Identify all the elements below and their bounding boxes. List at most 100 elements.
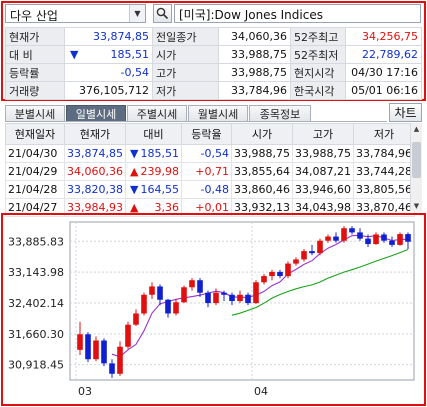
value-local-time: 04/30 17:16 <box>345 63 422 82</box>
tab-minute[interactable]: 분별시세 <box>5 105 65 122</box>
cell-low: 33,805,56 <box>352 180 415 199</box>
candle-up <box>237 294 243 301</box>
candle-up <box>373 234 379 245</box>
down-triangle-icon: ▼ <box>70 48 79 61</box>
chart-svg: 33,885.83 33,143.98 32,402.14 31,660.30 30,9… <box>8 221 415 398</box>
candlestick-chart[interactable]: 33,885.83 33,143.98 32,402.14 31,660.30 30,9… <box>4 216 423 403</box>
cell-date: 21/04/30 <box>5 144 65 163</box>
cell-date: 21/04/29 <box>5 162 65 181</box>
scroll-down-arrow-icon[interactable]: ▼ <box>413 201 420 210</box>
col-header-rate[interactable]: 등락율 <box>180 123 232 145</box>
value-korea-time: 05/01 06:16 <box>345 81 422 100</box>
candle-down <box>357 232 363 239</box>
search-button[interactable] <box>153 4 172 23</box>
candle-up <box>173 302 179 314</box>
table-scrollbar[interactable]: ▲ ▼ <box>410 123 422 211</box>
candle-up <box>341 228 347 241</box>
value-52w-high: 34,256,75 <box>345 27 422 46</box>
candle-up <box>125 324 131 347</box>
down-triangle-icon: ▼ <box>129 183 139 196</box>
candle-up <box>261 276 267 283</box>
candle-down <box>405 234 411 242</box>
candle-down <box>389 240 395 245</box>
label-korea-time: 한국시각 <box>290 81 346 100</box>
candle-down <box>85 334 91 360</box>
candle-up <box>77 334 83 350</box>
symbol-search-field[interactable]: 다우 산업 ▼ <box>5 4 146 23</box>
label-low: 저가 <box>152 81 219 100</box>
col-header-high[interactable]: 고가 <box>291 123 354 145</box>
table-row[interactable]: 21/04/30 33,874,85 ▼ 185,51 -0,54 33,988,… <box>5 144 415 163</box>
col-header-low[interactable]: 저가 <box>352 123 415 145</box>
cell-date: 21/04/27 <box>5 198 65 217</box>
table-row[interactable]: 21/04/28 33,820,38 ▼ 164,55 -0,48 33,860,… <box>5 180 415 199</box>
col-header-open[interactable]: 시가 <box>230 123 293 145</box>
chart-button[interactable]: 차트 <box>389 103 422 122</box>
label-change: 대 비 <box>5 45 65 64</box>
info-row-volume: 거래량 376,105,712 저가 33,784,96 한국시각 05/01 … <box>5 81 422 100</box>
col-header-date[interactable]: 현재일자 <box>5 123 65 145</box>
candle-up <box>325 236 331 241</box>
candle-down <box>221 292 227 295</box>
candle-up <box>117 346 123 374</box>
symbol-search-value: 다우 산업 <box>10 9 58 23</box>
value-low: 33,784,96 <box>218 81 291 100</box>
cell-high: 33,988,75 <box>291 144 354 163</box>
value-change: ▼ 185,51 <box>64 45 153 64</box>
candle-up <box>301 251 307 260</box>
tab-daily[interactable]: 일별시세 <box>66 105 126 122</box>
up-triangle-icon: ▲ <box>129 165 139 178</box>
search-icon <box>156 7 169 20</box>
value-open: 33,988,75 <box>218 45 291 64</box>
candle-up <box>189 280 195 288</box>
cell-rate: -0,54 <box>180 144 232 163</box>
col-header-price[interactable]: 현재가 <box>64 123 126 145</box>
x-tick-label: 03 <box>78 385 92 398</box>
moving-average-long-line <box>231 248 409 316</box>
candle-down <box>229 294 235 301</box>
tab-weekly[interactable]: 주별시세 <box>127 105 187 122</box>
scroll-up-arrow-icon[interactable]: ▲ <box>413 124 420 133</box>
candle-down <box>309 251 315 254</box>
table-header-row: 현재일자 현재가 대비 등락율 시가 고가 저가 <box>5 123 415 145</box>
down-triangle-icon: ▼ <box>129 147 139 160</box>
cell-low: 33,784,96 <box>352 144 415 163</box>
info-row-current: 현재가 33,874,85 전일종가 34,060,36 52주최고 34,25… <box>5 27 422 46</box>
cell-rate: +0,71 <box>180 162 232 181</box>
y-tick-label: 32,402.14 <box>8 297 64 310</box>
cell-change: ▼ 164,55 <box>124 180 182 199</box>
header-panel-highlight <box>1 1 426 101</box>
table-row[interactable]: 21/04/27 33,984,93 ▲ 3,36 +0,01 33,932,13… <box>5 198 415 217</box>
cell-high: 33,946,60 <box>291 180 354 199</box>
cell-price: 33,874,85 <box>64 144 126 163</box>
candle-up <box>317 240 323 254</box>
chevron-down-icon[interactable]: ▼ <box>129 5 145 22</box>
cell-open: 33,932,13 <box>230 198 293 217</box>
cell-date: 21/04/28 <box>5 180 65 199</box>
candle-up <box>397 234 403 245</box>
label-current-price: 현재가 <box>5 27 65 46</box>
col-header-change[interactable]: 대비 <box>124 123 182 145</box>
candle-down <box>101 340 107 364</box>
candle-down <box>333 236 339 241</box>
tab-monthly[interactable]: 월별시세 <box>188 105 248 122</box>
y-tick-label: 31,660.30 <box>8 328 64 341</box>
cell-open: 33,855,64 <box>230 162 293 181</box>
up-triangle-icon: ▲ <box>129 201 139 214</box>
chart-panel-highlight <box>1 213 426 406</box>
tab-stock-info[interactable]: 종목정보 <box>249 105 311 122</box>
candle-up <box>141 294 147 314</box>
candle-up <box>285 263 291 277</box>
candle-down <box>109 363 115 374</box>
candle-down <box>157 286 163 300</box>
scrollbar-thumb[interactable] <box>412 142 421 178</box>
candle-down <box>165 299 171 314</box>
index-name-field: [미국]:Dow Jones Indices <box>174 4 421 23</box>
label-change-rate: 등락률 <box>5 63 65 82</box>
candle-up <box>149 286 155 295</box>
table-row[interactable]: 21/04/29 34,060,36 ▲ 239,98 +0,71 33,855,… <box>5 162 415 181</box>
daily-price-table: 현재일자 현재가 대비 등락율 시가 고가 저가 21/04/30 33,874… <box>5 123 415 217</box>
candle-down <box>245 294 251 304</box>
candle-up <box>93 340 99 360</box>
cell-price: 33,820,38 <box>64 180 126 199</box>
